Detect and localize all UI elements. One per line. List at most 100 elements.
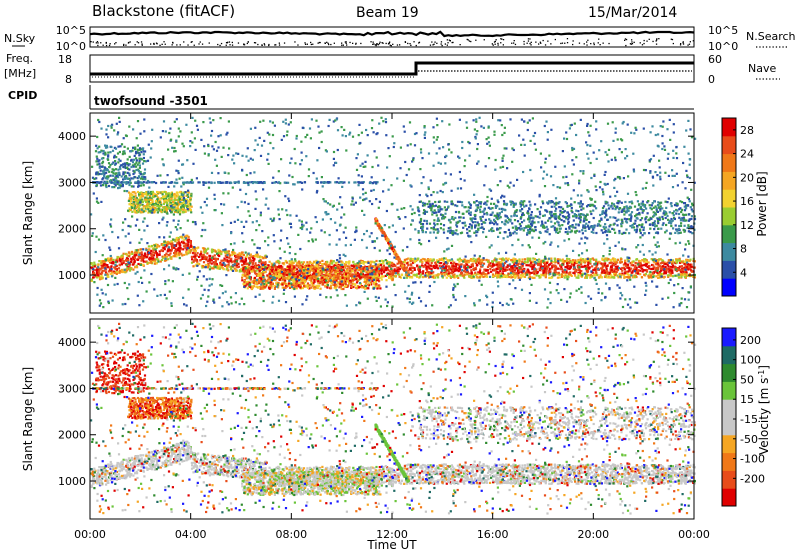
power-cell — [193, 248, 196, 251]
power-cell — [254, 280, 258, 283]
power-cell — [319, 267, 322, 271]
power-cell — [574, 274, 577, 277]
power-cell — [375, 259, 378, 263]
power-cell — [411, 276, 414, 279]
power-cell — [334, 277, 337, 280]
power-cell — [262, 277, 265, 280]
power-cell — [182, 248, 185, 251]
power-cell — [285, 271, 288, 274]
power-cell — [369, 269, 372, 272]
power-cell — [255, 282, 258, 285]
power-cell — [345, 285, 348, 288]
power-cell — [367, 280, 370, 283]
power-cell — [156, 211, 159, 214]
power-cell — [187, 191, 190, 194]
power-cell — [593, 268, 596, 271]
power-cell — [167, 207, 170, 210]
power-cell — [600, 263, 603, 266]
power-cell — [671, 271, 674, 274]
power-cell — [501, 266, 504, 269]
noise-search-dot — [243, 44, 246, 46]
noise-search-dot — [587, 39, 589, 41]
power-cell — [680, 273, 683, 276]
power-cell — [222, 268, 225, 271]
noise-search-dot — [109, 43, 111, 45]
power-cell — [605, 267, 608, 270]
power-cell — [463, 276, 466, 279]
power-cell — [671, 259, 675, 262]
power-cell — [435, 261, 438, 264]
power-cell — [655, 263, 658, 266]
noise-search-dot — [263, 43, 265, 45]
noise-search-dot — [352, 42, 354, 44]
power-cell — [376, 279, 379, 282]
power-cell — [121, 255, 124, 258]
power-cell — [512, 257, 515, 260]
power-cell — [531, 265, 534, 268]
power-cell — [511, 266, 514, 269]
power-cell — [157, 245, 160, 248]
noise-search-dot — [375, 44, 377, 47]
power-cell — [630, 264, 633, 267]
power-cell — [573, 272, 576, 275]
power-cell — [167, 242, 170, 245]
power-cell — [323, 271, 326, 274]
power-cell — [271, 282, 274, 285]
noise-search-dot — [187, 44, 189, 46]
noise-search-dot — [254, 42, 257, 44]
power-cell — [509, 267, 513, 270]
power-cell — [289, 271, 292, 274]
power-cell — [685, 273, 688, 276]
date-title: 15/Mar/2014 — [588, 5, 677, 21]
power-cell — [687, 268, 690, 271]
power-cell — [625, 270, 628, 273]
power-cell — [302, 270, 305, 273]
power-cell — [260, 276, 263, 279]
power-cell — [147, 245, 150, 248]
power-cell — [466, 270, 469, 273]
noise-search-dot — [319, 41, 321, 44]
power-cell — [288, 284, 291, 287]
noise-search-dot — [656, 39, 658, 41]
power-cell — [666, 264, 669, 267]
power-cell — [517, 276, 520, 279]
power-cell — [241, 274, 244, 277]
power-cell — [254, 272, 257, 275]
power-cell — [100, 261, 103, 264]
power-cell — [384, 269, 388, 272]
noise-search-dot — [114, 43, 116, 45]
power-cell — [278, 278, 282, 281]
power-cell — [166, 244, 169, 247]
power-cell — [533, 276, 536, 279]
power-cell — [554, 259, 557, 262]
power-cell — [308, 268, 311, 271]
power-cell — [269, 284, 272, 287]
power-cell — [416, 275, 419, 278]
power-cell — [474, 266, 477, 270]
power-cell — [396, 271, 399, 274]
power-cell — [109, 261, 112, 264]
power-cell — [604, 262, 607, 265]
power-cell — [613, 269, 616, 272]
power-cell — [383, 271, 386, 274]
power-cell — [548, 263, 552, 266]
power-cell — [242, 259, 245, 262]
power-cell — [469, 265, 473, 269]
power-cell — [629, 267, 633, 270]
power-cell — [235, 265, 238, 268]
power-cell — [132, 204, 135, 207]
power-cell — [176, 205, 179, 208]
power-cell — [374, 275, 377, 278]
power-cell — [482, 258, 485, 261]
noise-search-dot — [447, 42, 449, 44]
power-cell — [575, 262, 578, 265]
power-cell — [283, 281, 286, 284]
power-cell — [133, 256, 136, 259]
power-cell — [296, 262, 299, 265]
power-cell — [476, 264, 479, 267]
power-cell — [627, 267, 630, 270]
power-cell — [346, 279, 349, 282]
power-cell — [303, 285, 306, 288]
noise-search-dot — [475, 39, 477, 41]
power-cell — [300, 261, 303, 264]
